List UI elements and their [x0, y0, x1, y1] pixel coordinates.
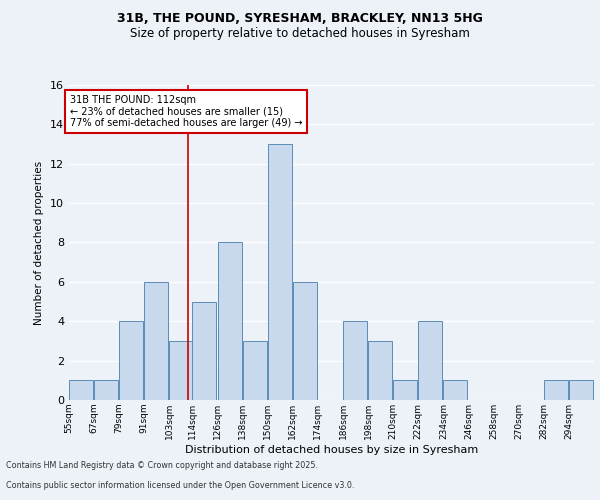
Bar	[94, 380, 118, 400]
Bar	[418, 322, 442, 400]
Bar	[69, 380, 93, 400]
Bar	[569, 380, 593, 400]
Bar	[242, 341, 266, 400]
Bar	[169, 341, 193, 400]
Bar	[544, 380, 568, 400]
Bar	[293, 282, 317, 400]
Bar	[193, 302, 217, 400]
Text: Contains HM Land Registry data © Crown copyright and database right 2025.: Contains HM Land Registry data © Crown c…	[6, 461, 318, 470]
Y-axis label: Number of detached properties: Number of detached properties	[34, 160, 44, 324]
Bar	[368, 341, 392, 400]
Bar	[144, 282, 169, 400]
Text: 31B THE POUND: 112sqm
← 23% of detached houses are smaller (15)
77% of semi-deta: 31B THE POUND: 112sqm ← 23% of detached …	[70, 95, 302, 128]
Bar	[443, 380, 467, 400]
Bar	[393, 380, 417, 400]
Bar	[268, 144, 292, 400]
Bar	[119, 322, 143, 400]
Bar	[343, 322, 367, 400]
Text: Contains public sector information licensed under the Open Government Licence v3: Contains public sector information licen…	[6, 481, 355, 490]
Bar	[218, 242, 242, 400]
X-axis label: Distribution of detached houses by size in Syresham: Distribution of detached houses by size …	[185, 444, 478, 454]
Text: 31B, THE POUND, SYRESHAM, BRACKLEY, NN13 5HG: 31B, THE POUND, SYRESHAM, BRACKLEY, NN13…	[117, 12, 483, 26]
Text: Size of property relative to detached houses in Syresham: Size of property relative to detached ho…	[130, 28, 470, 40]
